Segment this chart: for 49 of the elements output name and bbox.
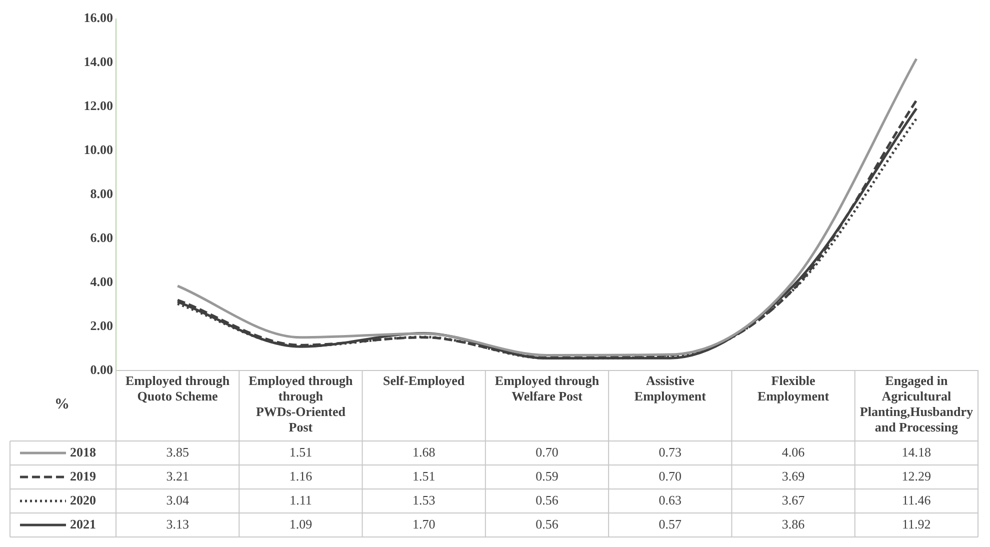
- y-tick-label: 6.00: [90, 230, 113, 246]
- data-label: 3.21: [166, 468, 189, 484]
- data-label: 3.67: [782, 492, 806, 508]
- data-label: 11.46: [902, 492, 932, 508]
- data-label: 1.09: [289, 516, 312, 532]
- y-tick-label: 14.00: [84, 54, 113, 70]
- y-axis-title: %: [54, 396, 70, 413]
- data-label: 3.86: [782, 516, 806, 532]
- legend-label: 2018: [70, 444, 96, 460]
- data-label: 12.29: [902, 468, 932, 484]
- data-label: 0.70: [658, 468, 682, 484]
- data-label: 0.56: [536, 516, 559, 532]
- data-label: 0.59: [536, 468, 558, 484]
- data-label: 3.85: [166, 444, 189, 460]
- x-tick-label: Employed through Welfare Post: [494, 372, 600, 404]
- x-tick-label: Employed through Quoto Scheme: [125, 372, 230, 404]
- data-label: 1.51: [412, 468, 436, 484]
- data-label: 1.51: [289, 444, 312, 460]
- y-tick-label: 12.00: [84, 98, 113, 114]
- x-tick-label: Self-Employed: [383, 372, 466, 388]
- y-tick-label: 8.00: [90, 186, 113, 202]
- data-label: 0.57: [658, 516, 682, 532]
- data-label: 4.06: [782, 444, 806, 460]
- data-label: 3.69: [782, 468, 805, 484]
- data-label: 11.92: [902, 516, 931, 532]
- data-label: 3.04: [166, 492, 190, 508]
- y-tick-label: 4.00: [90, 274, 113, 290]
- legend-label: 2019: [70, 468, 96, 484]
- x-tick-label: Assistive Employment: [634, 372, 707, 404]
- data-label: 0.70: [536, 444, 558, 460]
- data-label: 0.56: [536, 492, 559, 508]
- y-tick-label: 2.00: [90, 318, 113, 333]
- data-label: 14.18: [902, 444, 932, 460]
- data-label: 3.13: [166, 516, 189, 532]
- x-tick-label: Employed through through PWDs-Oriented Post: [248, 372, 354, 435]
- x-tick-label: Engaged in Agricultural Planting,Husbandry and Processing: [860, 372, 974, 435]
- data-label: 0.73: [658, 444, 682, 460]
- x-tick-label: Flexible Employment: [758, 372, 830, 404]
- y-tick-label: 0.00: [90, 362, 113, 377]
- data-label: 0.63: [658, 492, 682, 508]
- data-label: 1.11: [290, 492, 312, 508]
- legend-label: 2021: [70, 516, 96, 532]
- data-label: 1.16: [289, 468, 313, 484]
- data-label: 1.68: [412, 444, 436, 460]
- data-label: 1.70: [412, 516, 436, 532]
- legend-label: 2020: [70, 492, 96, 508]
- y-tick-label: 16.00: [84, 10, 113, 26]
- data-label: 1.53: [412, 492, 436, 508]
- y-tick-label: 10.00: [84, 142, 113, 158]
